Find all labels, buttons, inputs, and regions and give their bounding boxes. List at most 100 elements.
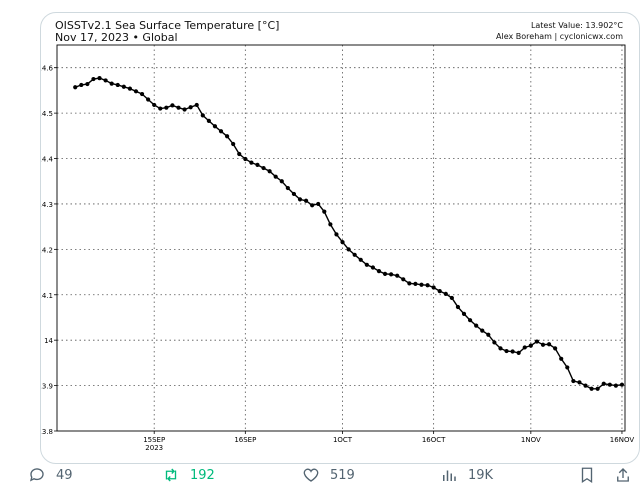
data-point xyxy=(139,91,145,97)
data-point xyxy=(364,262,369,267)
data-point xyxy=(188,105,193,110)
data-point xyxy=(291,191,297,197)
data-point xyxy=(297,197,303,202)
data-point xyxy=(467,318,473,323)
data-point xyxy=(589,386,594,391)
x-tick-label: 2023 xyxy=(145,444,163,452)
chart-subtitle: Nov 17, 2023 • Global xyxy=(55,31,178,44)
reply-count: 49 xyxy=(56,467,73,483)
data-point xyxy=(310,203,315,208)
data-point xyxy=(73,85,78,90)
data-point xyxy=(340,239,345,245)
data-point xyxy=(194,102,199,108)
data-point xyxy=(127,86,132,91)
reply-icon xyxy=(29,468,44,482)
data-point xyxy=(164,105,169,110)
data-point xyxy=(528,343,533,348)
data-point xyxy=(85,81,90,87)
data-point xyxy=(571,378,576,384)
data-point xyxy=(486,332,491,337)
data-point xyxy=(224,134,230,139)
x-tick-label: 1NOV xyxy=(521,436,541,444)
y-tick-label: 14.4 xyxy=(41,156,54,164)
data-point xyxy=(206,118,211,123)
share-button[interactable] xyxy=(614,466,632,484)
data-point xyxy=(601,381,606,386)
y-tick-label: 14.2 xyxy=(41,246,53,254)
data-point xyxy=(316,201,321,207)
data-point xyxy=(510,349,515,354)
reply-button[interactable]: 49 xyxy=(28,466,73,484)
data-point xyxy=(419,282,424,287)
bookmark-button[interactable] xyxy=(578,466,596,484)
data-point xyxy=(565,365,570,370)
data-point xyxy=(231,141,236,147)
like-count: 519 xyxy=(330,467,355,483)
data-point xyxy=(595,386,600,391)
data-point xyxy=(267,169,272,174)
data-point xyxy=(182,107,187,112)
data-point xyxy=(516,350,521,355)
x-tick-label: 1OCT xyxy=(333,436,353,444)
bookmark-icon xyxy=(581,467,593,484)
data-point xyxy=(401,277,406,282)
x-tick-label: 16OCT xyxy=(422,436,446,444)
data-point xyxy=(255,162,260,167)
data-point xyxy=(103,78,108,83)
data-point xyxy=(613,383,618,388)
data-point xyxy=(461,311,467,316)
heart-icon xyxy=(303,468,319,482)
y-tick-label: 14.1 xyxy=(41,292,53,300)
data-point xyxy=(376,269,382,274)
data-point xyxy=(243,156,248,162)
repost-icon xyxy=(165,468,177,482)
data-point xyxy=(97,76,102,81)
data-point xyxy=(474,323,479,328)
data-point xyxy=(279,179,284,184)
data-point xyxy=(534,339,540,344)
data-point xyxy=(218,129,224,134)
views-button[interactable]: 19K xyxy=(440,466,493,484)
y-tick-label: 14.6 xyxy=(41,65,54,73)
data-point xyxy=(152,102,157,108)
data-point xyxy=(407,281,412,286)
data-point xyxy=(158,106,163,111)
data-point xyxy=(389,272,394,277)
data-point xyxy=(176,105,181,110)
data-point xyxy=(553,346,558,351)
y-tick-label: 14.5 xyxy=(41,110,53,118)
repost-button[interactable]: 192 xyxy=(162,466,215,484)
share-icon xyxy=(617,468,629,482)
data-point xyxy=(449,295,454,301)
y-tick-label: 14.3 xyxy=(41,201,53,209)
y-tick-label: 13.8 xyxy=(41,428,53,436)
y-tick-label: 14 xyxy=(44,337,53,345)
chart-card[interactable]: OISSTv2.1 Sea Surface Temperature [°C] N… xyxy=(40,12,640,464)
data-point xyxy=(212,124,218,129)
like-button[interactable]: 519 xyxy=(302,466,355,484)
views-icon xyxy=(443,470,456,481)
repost-count: 192 xyxy=(190,467,215,483)
data-point xyxy=(133,89,139,94)
x-tick-label: 16SEP xyxy=(234,436,256,444)
data-point xyxy=(146,97,151,102)
data-point xyxy=(431,285,436,290)
data-point xyxy=(504,348,509,354)
view-count: 19K xyxy=(468,467,494,483)
data-point xyxy=(492,340,497,345)
data-point xyxy=(109,81,114,86)
data-point xyxy=(577,380,582,385)
data-point xyxy=(370,265,375,270)
data-point xyxy=(285,185,290,191)
data-point xyxy=(546,342,552,347)
data-point xyxy=(303,198,309,203)
data-point xyxy=(200,113,205,118)
data-point xyxy=(583,383,588,388)
data-point xyxy=(352,252,357,257)
data-point xyxy=(273,174,278,179)
data-point xyxy=(522,345,527,350)
data-point xyxy=(322,209,327,214)
data-point xyxy=(237,151,242,157)
data-point xyxy=(540,342,546,347)
data-point xyxy=(249,160,254,165)
